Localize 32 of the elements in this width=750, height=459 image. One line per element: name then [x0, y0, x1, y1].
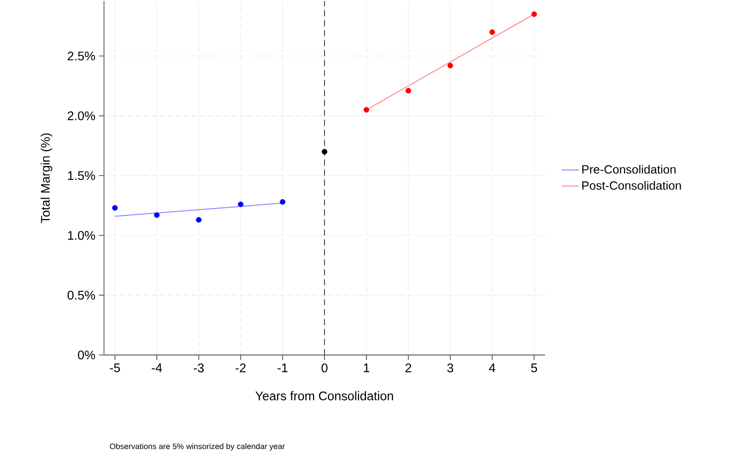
x-tick-label: -2: [236, 364, 246, 372]
x-tick-label: 4: [489, 364, 496, 372]
point: [531, 11, 537, 17]
point: [322, 148, 328, 154]
point: [154, 212, 160, 218]
x-tick-label: -1: [278, 364, 288, 372]
x-tick-label: 2: [406, 364, 412, 372]
y-tick-label: 2.0%: [68, 111, 96, 120]
legend-label: Post-Consolidation: [582, 180, 681, 190]
point: [238, 202, 244, 208]
y-tick-label: 1.0%: [68, 231, 96, 240]
y-tick-label: 2.5%: [68, 52, 96, 60]
legend-label: Pre-Consolidation: [582, 164, 676, 174]
point: [489, 29, 495, 35]
x-tick-label: 3: [447, 364, 454, 372]
point: [196, 217, 202, 223]
y-axis-title: Total Margin (%): [40, 133, 52, 224]
x-tick-label: 1: [364, 364, 370, 372]
x-tick-label: -3: [194, 364, 204, 372]
y-tick-label: 0.5%: [68, 290, 96, 300]
x-tick-label: -5: [110, 364, 120, 372]
x-tick-label: 0: [322, 364, 328, 372]
point: [280, 199, 286, 205]
point: [406, 88, 412, 94]
point: [447, 62, 454, 68]
x-axis-title: Years from Consolidation: [255, 391, 393, 400]
point: [364, 107, 370, 113]
x-tick-label: 5: [531, 364, 538, 372]
y-tick-label: 1.5%: [68, 171, 96, 180]
point: [112, 205, 118, 211]
x-tick-label: -4: [152, 364, 162, 372]
y-tick-label: 0%: [78, 350, 96, 360]
